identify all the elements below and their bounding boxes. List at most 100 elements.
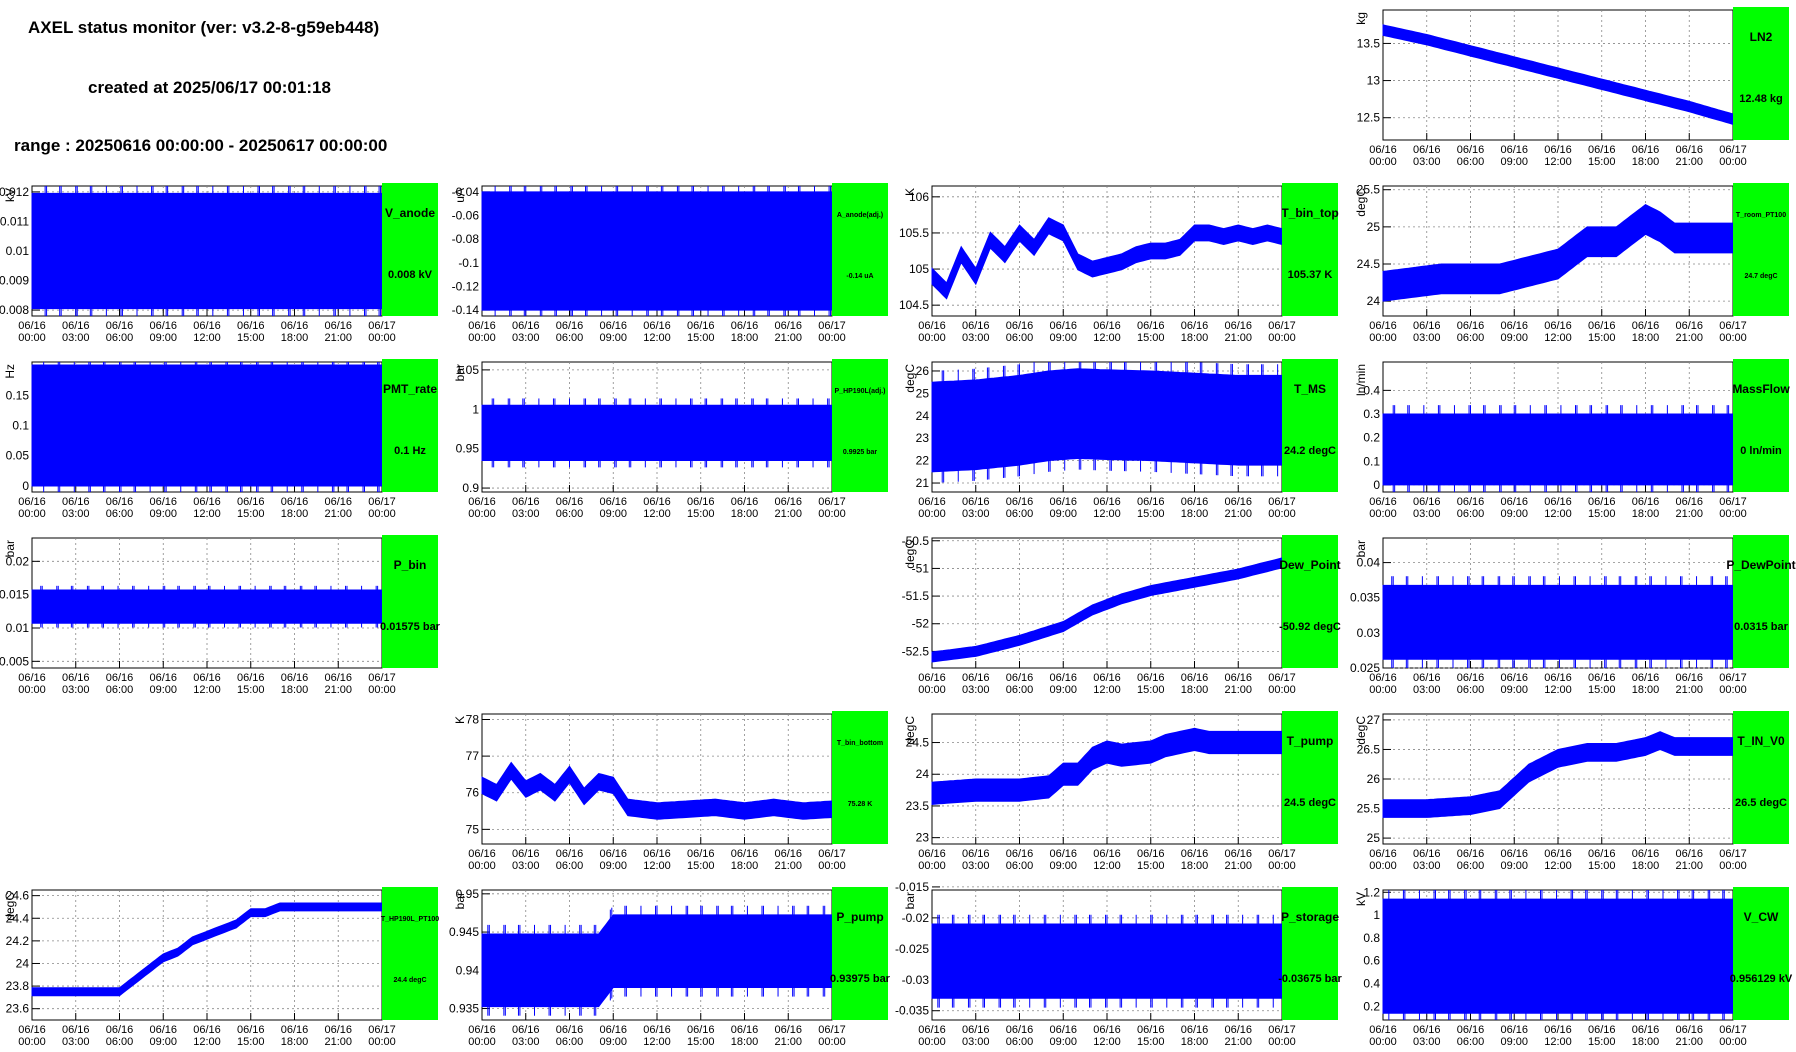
x-tick-time: 21:00 xyxy=(1675,684,1703,696)
y-tick-label: -0.03 xyxy=(902,973,930,987)
x-tick-time: 12:00 xyxy=(643,1036,671,1048)
x-tick-date: 06/16 xyxy=(687,1024,715,1036)
chart-panel-a_anode: -0.14-0.12-0.1-0.08-0.06-0.0406/1600:000… xyxy=(452,183,888,344)
x-tick-time: 03:00 xyxy=(1413,1036,1441,1048)
x-tick-time: 06:00 xyxy=(106,684,134,696)
x-tick-time: 03:00 xyxy=(1413,156,1441,168)
status-name: T_bin_bottom xyxy=(837,740,883,747)
x-tick-time: 00:00 xyxy=(918,332,946,344)
series-line-t_bin_bottom xyxy=(481,769,833,812)
status-name: T_MS xyxy=(1294,382,1326,396)
y-tick-label: 13 xyxy=(1367,74,1381,88)
x-tick-time: 03:00 xyxy=(962,508,990,520)
x-tick-date: 06/16 xyxy=(468,496,496,508)
x-tick-time: 00:00 xyxy=(918,508,946,520)
y-tick-label: 25 xyxy=(1367,220,1381,234)
x-tick-date: 06/16 xyxy=(687,320,715,332)
chart-panel-pmt_rate: 00.050.10.1506/1600:0006/1603:0006/1606:… xyxy=(3,359,438,520)
status-box-massflow xyxy=(1733,359,1789,492)
x-tick-time: 12:00 xyxy=(193,332,221,344)
x-tick-date: 06/16 xyxy=(1093,496,1121,508)
x-tick-time: 06:00 xyxy=(556,860,584,872)
status-box-p_hp190l xyxy=(832,359,888,492)
x-tick-time: 06:00 xyxy=(106,508,134,520)
x-tick-time: 00:00 xyxy=(1268,1036,1296,1048)
x-tick-date: 06/16 xyxy=(1457,320,1485,332)
x-tick-time: 15:00 xyxy=(1588,156,1616,168)
status-value: 0.01575 bar xyxy=(380,621,441,633)
x-tick-time: 09:00 xyxy=(1049,1036,1077,1048)
y-tick-label: 26 xyxy=(1367,772,1381,786)
y-tick-label: 105.5 xyxy=(899,226,929,240)
y-tick-label: 25 xyxy=(1367,831,1381,845)
chart-panel-p_bin: 0.0050.010.0150.0206/1600:0006/1603:0006… xyxy=(0,535,441,696)
status-name: V_CW xyxy=(1744,910,1779,924)
x-tick-date: 06/16 xyxy=(731,1024,759,1036)
y-axis-label: ln/min xyxy=(1354,364,1368,396)
x-tick-date: 06/16 xyxy=(1093,1024,1121,1036)
x-tick-time: 21:00 xyxy=(324,684,352,696)
y-tick-label: 0.8 xyxy=(1363,931,1380,945)
x-tick-date: 06/16 xyxy=(1500,848,1528,860)
y-tick-label: -52.5 xyxy=(902,644,930,658)
x-tick-date: 06/16 xyxy=(62,496,90,508)
x-tick-date: 06/17 xyxy=(368,496,396,508)
x-tick-date: 06/17 xyxy=(1268,320,1296,332)
x-tick-time: 21:00 xyxy=(324,508,352,520)
x-tick-date: 06/16 xyxy=(1588,848,1616,860)
x-tick-time: 12:00 xyxy=(1544,1036,1572,1048)
y-axis-label: kV xyxy=(1354,892,1368,906)
x-tick-date: 06/16 xyxy=(1500,320,1528,332)
y-tick-label: 0.4 xyxy=(1363,977,1380,991)
x-tick-time: 15:00 xyxy=(1588,1036,1616,1048)
y-tick-label: 105 xyxy=(909,262,929,276)
x-tick-time: 21:00 xyxy=(1224,508,1252,520)
x-tick-time: 12:00 xyxy=(643,508,671,520)
x-tick-time: 18:00 xyxy=(281,1036,309,1048)
x-tick-time: 18:00 xyxy=(281,508,309,520)
x-tick-date: 06/16 xyxy=(1413,320,1441,332)
x-tick-time: 21:00 xyxy=(1224,684,1252,696)
chart-panel-t_room: 2424.52525.506/1600:0006/1603:0006/1606:… xyxy=(1354,183,1789,344)
x-tick-time: 09:00 xyxy=(1500,332,1528,344)
y-tick-label: 78 xyxy=(466,712,480,726)
y-axis-label: degC xyxy=(903,540,917,569)
x-tick-time: 03:00 xyxy=(62,508,90,520)
x-tick-date: 06/16 xyxy=(18,1024,46,1036)
y-tick-label: 0.035 xyxy=(1350,591,1380,605)
x-tick-time: 00:00 xyxy=(818,860,846,872)
x-tick-time: 00:00 xyxy=(918,860,946,872)
status-value: 0.93975 bar xyxy=(830,973,891,985)
x-tick-date: 06/16 xyxy=(687,496,715,508)
x-tick-date: 06/16 xyxy=(193,672,221,684)
x-tick-date: 06/16 xyxy=(1500,144,1528,156)
x-tick-time: 00:00 xyxy=(818,332,846,344)
x-tick-time: 15:00 xyxy=(687,860,715,872)
x-tick-date: 06/16 xyxy=(1181,672,1209,684)
series-line-t_bin_top xyxy=(931,224,1283,293)
x-tick-date: 06/16 xyxy=(1181,320,1209,332)
y-tick-label: -0.14 xyxy=(452,303,480,317)
x-tick-date: 06/17 xyxy=(1719,496,1747,508)
x-tick-time: 00:00 xyxy=(368,508,396,520)
x-tick-date: 06/16 xyxy=(1675,1024,1703,1036)
series-line-t_room xyxy=(1382,218,1733,288)
chart-panel-v_cw: 0.20.40.60.811.206/1600:0006/1603:0006/1… xyxy=(1354,885,1793,1048)
y-tick-label: 0.025 xyxy=(1350,661,1380,675)
y-tick-label: 24.4 xyxy=(6,911,30,925)
status-name: LN2 xyxy=(1750,30,1773,44)
x-tick-date: 06/16 xyxy=(1588,1024,1616,1036)
x-tick-time: 00:00 xyxy=(468,332,496,344)
status-name: T_bin_top xyxy=(1281,206,1338,220)
x-tick-date: 06/16 xyxy=(281,672,309,684)
y-tick-label: 0.03 xyxy=(1357,626,1381,640)
x-tick-date: 06/17 xyxy=(1719,1024,1747,1036)
x-tick-date: 06/16 xyxy=(556,848,584,860)
x-tick-date: 06/16 xyxy=(643,496,671,508)
status-box-v_cw xyxy=(1733,887,1789,1020)
x-tick-date: 06/16 xyxy=(643,1024,671,1036)
x-tick-date: 06/16 xyxy=(918,496,946,508)
y-tick-label: 0.008 xyxy=(0,303,29,317)
y-axis-label: degC xyxy=(3,892,17,921)
x-tick-time: 00:00 xyxy=(1719,332,1747,344)
